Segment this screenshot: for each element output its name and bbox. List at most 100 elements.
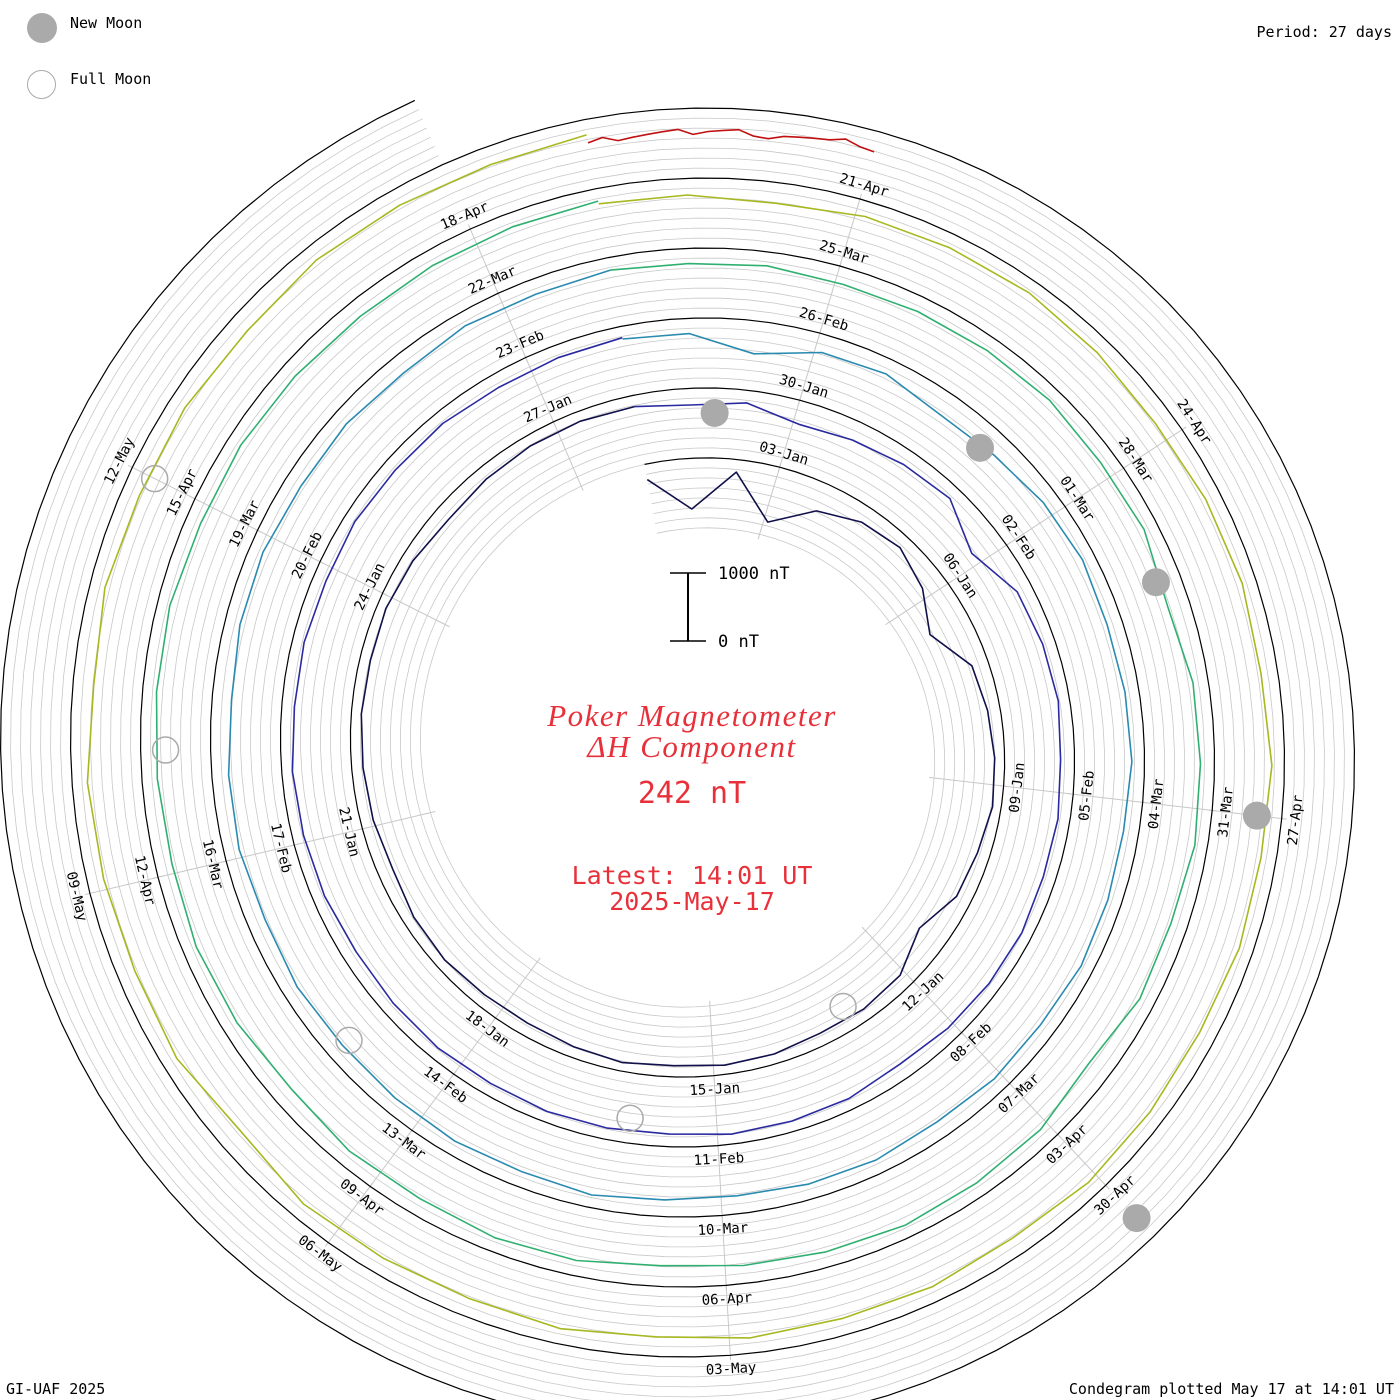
date-spoke [1119,426,1187,472]
date-spoke [1005,1079,1062,1139]
new-moon-marker [1141,568,1170,597]
footer-credit: GI-UAF 2025 [6,1380,106,1398]
new-moon-legend-label: New Moon [70,14,143,32]
series-line-cycle-3 [227,269,1133,1201]
new-moon-marker [1122,1204,1151,1233]
series-line-cycle-1 [360,405,996,1067]
series-line-cycle-5 [86,134,1273,1339]
date-label: 13-Mar [378,1120,428,1163]
date-label: 20-Feb [289,529,326,581]
spiral-gridline [20,118,1335,1400]
spiral-baseline [0,99,1356,1400]
series-line-cycle-4 [155,200,1202,1267]
date-label: 22-Mar [466,263,519,298]
full-moon-legend-label: Full Moon [70,70,152,88]
full-moon-marker [335,1026,363,1055]
date-label: 08-Feb [947,1020,995,1066]
date-spoke [315,558,388,596]
series-line-cycle-2 [291,336,1062,1135]
date-label: 28-Mar [1115,435,1156,486]
chart-moon-markers [140,398,1271,1233]
full-moon-marker [140,464,169,493]
date-label: 24-Jan [351,561,388,613]
spiral-gridline [60,155,1295,1368]
date-spoke [837,194,862,271]
date-spoke [1137,801,1218,812]
new-moon-marker [1242,801,1271,830]
date-spoke [943,541,1012,587]
date-label: 27-Apr [1285,794,1307,846]
chart-baselines [0,99,1356,1400]
date-label: 15-Jan [689,1080,740,1099]
date-label: 05-Feb [1076,770,1098,822]
current-value: 242 nT [638,776,746,811]
date-spoke [1002,503,1070,549]
date-spoke [495,288,529,363]
date-label: 18-Jan [462,1008,512,1051]
date-spoke [1060,464,1129,510]
date-spoke [377,590,450,628]
date-label: 06-Apr [701,1290,752,1309]
date-spoke [885,580,953,626]
date-label: 02-Feb [998,512,1039,563]
full-moon-legend-icon [27,70,56,99]
date-spoke [366,1125,416,1191]
date-spoke [153,859,232,879]
chart-title-line1: Poker Magnetometer [546,698,837,733]
date-label: 01-Mar [1056,473,1097,524]
date-label: 03-Apr [1043,1121,1091,1167]
date-spoke [492,957,541,1023]
full-moon-marker [151,736,180,764]
date-spoke [190,496,263,533]
date-spoke [252,527,325,565]
scale-bar: 1000 nT 0 nT [670,564,790,652]
date-spoke [777,395,802,473]
chart-spokes [84,194,1287,1361]
new-moon-legend-icon [27,13,57,43]
date-label: 11-Feb [693,1150,744,1169]
date-label: 14-Feb [420,1064,470,1107]
series-line-cycle-6 [587,128,875,153]
date-label: 09-Apr [337,1176,387,1219]
date-spoke [1068,793,1148,804]
date-spoke [909,977,966,1037]
spiral-gridline [40,136,1315,1388]
spiral-gridline [30,127,1325,1398]
chart-series [86,128,1273,1339]
date-spoke [717,1140,723,1221]
date-label: 15-Apr [164,466,201,518]
date-spoke [127,464,200,502]
date-label: 18-Apr [438,199,491,234]
date-label: 21-Apr [837,171,890,201]
date-label: 09-May [63,870,90,923]
scale-bar-top-label: 1000 nT [718,564,790,584]
date-spoke [289,827,368,847]
date-spoke [861,926,918,986]
new-moon-marker [966,433,995,462]
date-label: 12-May [101,435,138,487]
date-spoke [929,776,1009,788]
latest-date: 2025-May-17 [609,887,775,916]
scale-bar-bottom-label: 0 nT [718,632,759,652]
period-label: Period: 27 days [1256,23,1392,41]
date-label: 06-Jan [939,550,980,601]
full-moon-marker [829,992,857,1021]
date-spoke [408,1069,458,1135]
date-spoke [467,224,501,299]
date-spoke [817,261,842,339]
date-spoke [709,1000,715,1081]
date-label: 07-Mar [995,1071,1043,1117]
date-spoke [957,1028,1014,1088]
new-moon-marker [700,398,729,427]
date-spoke [357,811,436,831]
date-spoke [221,843,300,863]
date-label: 03-May [705,1360,756,1379]
date-spoke [998,784,1079,796]
date-spoke [84,875,164,896]
date-spoke [324,1182,374,1247]
date-label: 24-Apr [1173,396,1214,447]
date-label: 10-Mar [697,1220,748,1239]
date-spoke [713,1070,719,1151]
chart-grid [10,109,1345,1400]
